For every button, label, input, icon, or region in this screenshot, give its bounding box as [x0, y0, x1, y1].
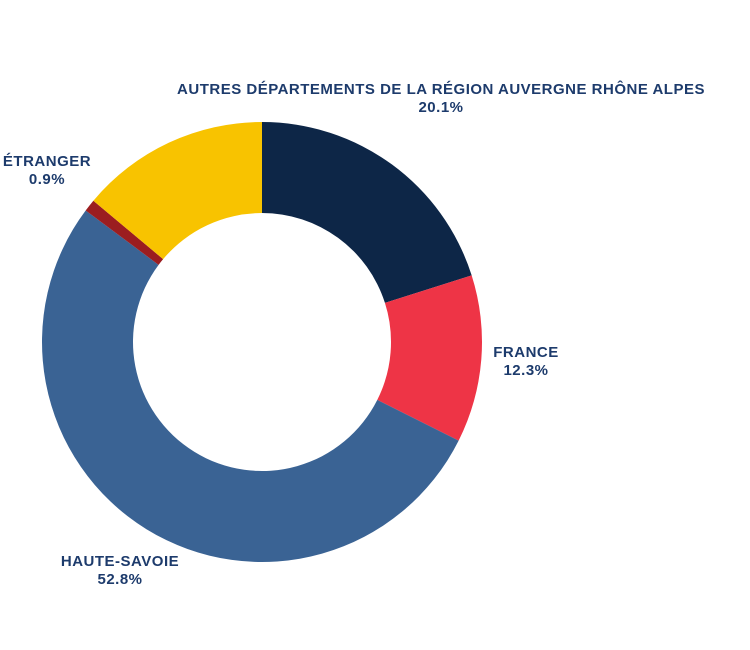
slice-name-haute-savoie: HAUTE-SAVOIE	[60, 553, 180, 570]
slice-value-etranger: 0.9%	[28, 171, 66, 188]
slice-name-autres-departements: AUTRES DÉPARTEMENTS DE LA RÉGION AUVERGN…	[177, 81, 705, 98]
slice-value-france: 12.3%	[503, 362, 549, 379]
slice-name-france: FRANCE	[493, 344, 559, 361]
slice-haute-savoie	[41, 210, 459, 563]
slice-value-haute-savoie: 52.8%	[97, 571, 143, 588]
slice-value-autres-departements: 20.1%	[418, 99, 464, 116]
label-haute-savoie: HAUTE-SAVOIE 52.8%	[61, 553, 179, 589]
label-france: FRANCE 12.3%	[493, 344, 559, 380]
label-autres-departements: AUTRES DÉPARTEMENTS DE LA RÉGION AUVERGN…	[177, 81, 705, 117]
slice-name-etranger: ÉTRANGER	[2, 153, 92, 170]
label-etranger: ÉTRANGER 0.9%	[3, 153, 91, 189]
slice-autres-departements	[262, 122, 472, 303]
slice-france	[377, 275, 483, 441]
slice-unlabeled-yellow	[93, 122, 262, 260]
slice-etranger	[85, 200, 164, 265]
